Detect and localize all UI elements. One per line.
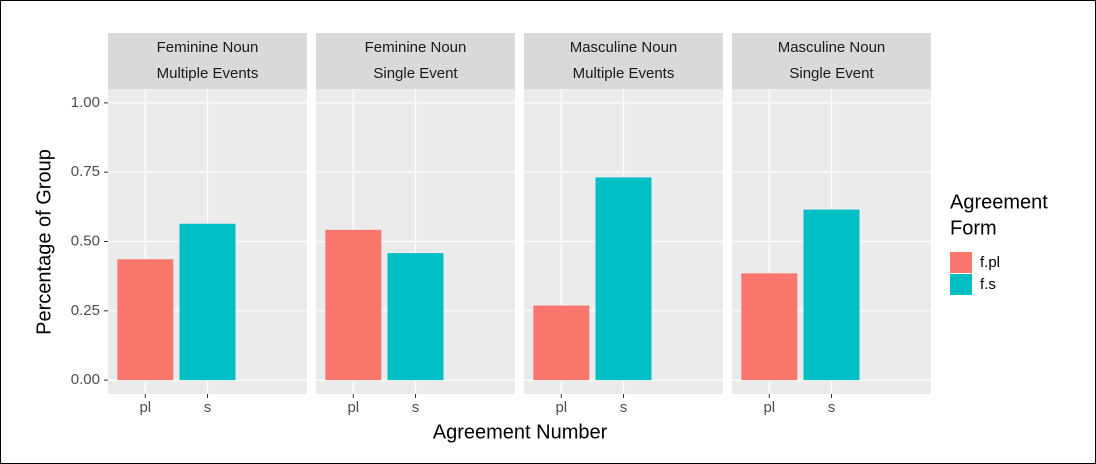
bar — [595, 177, 652, 381]
x-tick-label: s — [204, 399, 212, 416]
x-tick-label: s — [828, 399, 836, 416]
strip-label: Multiple Events — [573, 65, 675, 82]
strip-label: Multiple Events — [157, 65, 259, 82]
strip-label: Single Event — [373, 65, 458, 82]
strip-label: Masculine Noun — [778, 39, 886, 56]
strip — [316, 33, 515, 89]
y-tick-label: 0.25 — [71, 302, 100, 319]
legend-label: f.pl — [980, 254, 1000, 271]
y-axis-title: Percentage of Group — [33, 149, 55, 335]
bar — [533, 305, 590, 381]
x-tick-label: s — [620, 399, 628, 416]
strip — [108, 33, 307, 89]
strip-label: Masculine Noun — [570, 39, 678, 56]
y-tick-label: 0.00 — [71, 371, 100, 388]
y-tick-label: 0.75 — [71, 163, 100, 180]
legend-key — [950, 274, 972, 295]
x-tick-label: pl — [763, 399, 775, 416]
strip-label: Feminine Noun — [365, 39, 467, 56]
legend-title: Form — [950, 217, 997, 239]
legend-key — [950, 252, 972, 273]
bar — [387, 253, 444, 381]
x-tick-label: pl — [555, 399, 567, 416]
y-tick-label: 0.50 — [71, 232, 100, 249]
strip-label: Feminine Noun — [157, 39, 259, 56]
x-tick-label: pl — [139, 399, 151, 416]
strip — [732, 33, 931, 89]
y-tick-label: 1.00 — [71, 94, 100, 111]
bar — [741, 273, 798, 381]
x-axis-title: Agreement Number — [433, 421, 608, 443]
x-tick-label: s — [412, 399, 420, 416]
legend-title: Agreement — [950, 191, 1048, 213]
bar — [325, 229, 382, 381]
bar — [179, 223, 236, 381]
legend-label: f.s — [980, 276, 996, 293]
bar — [803, 209, 860, 381]
x-tick-label: pl — [347, 399, 359, 416]
bar — [117, 259, 174, 381]
strip-label: Single Event — [789, 65, 874, 82]
strip — [524, 33, 723, 89]
